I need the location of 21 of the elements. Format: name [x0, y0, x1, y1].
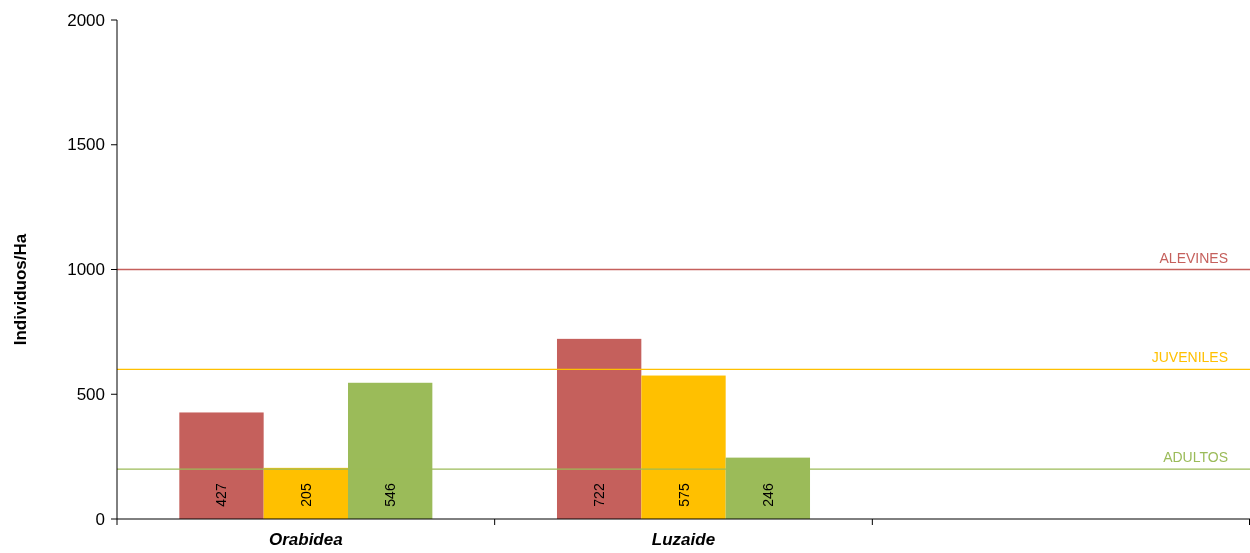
data-label: 427: [213, 483, 230, 507]
y-tick-label: 1000: [67, 260, 105, 279]
y-tick-label: 0: [95, 509, 105, 529]
bar: [179, 412, 264, 519]
ref-line-label: ADULTOS: [1163, 449, 1228, 466]
y-tick-label: 1500: [67, 135, 105, 155]
data-label: 246: [759, 483, 776, 507]
y-tick-label: 500: [76, 384, 105, 404]
ref-line-label: JUVENILES: [1151, 349, 1228, 366]
x-tick-label: Orabidea: [268, 530, 343, 549]
ref-line-label: ALEVINES: [1159, 249, 1228, 266]
bar: [641, 375, 726, 519]
data-label: 205: [297, 483, 314, 507]
y-tick-label: 2000: [67, 10, 105, 30]
data-label: 722: [591, 483, 608, 507]
data-label: 575: [675, 483, 692, 507]
bar: [556, 338, 642, 519]
data-label: 546: [382, 483, 399, 507]
y-axis-title: Individuos/Ha: [11, 233, 30, 346]
x-tick-label: Luzaide: [651, 530, 716, 549]
bar: [263, 467, 349, 519]
